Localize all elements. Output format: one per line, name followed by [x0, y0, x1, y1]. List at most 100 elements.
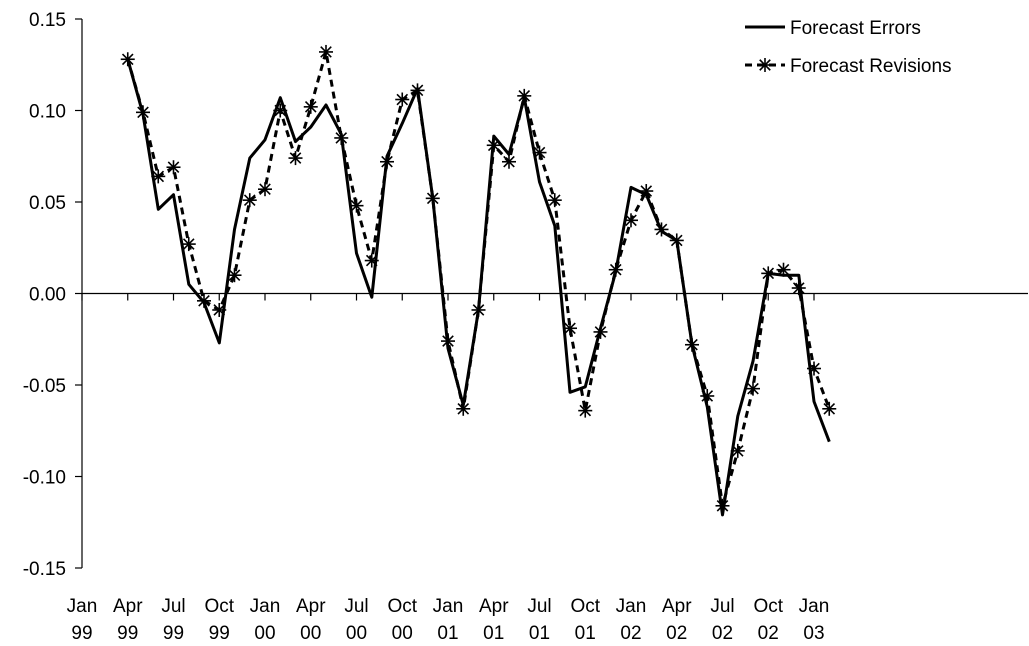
y-tick-label: 0.10 — [29, 102, 66, 123]
x-tick-label-month: Jul — [161, 596, 185, 617]
data-point-star — [471, 302, 486, 317]
star-stroke — [411, 84, 424, 97]
series-markers-forecast-revisions — [120, 44, 837, 513]
star-stroke — [564, 322, 576, 335]
data-point-star — [639, 184, 654, 199]
star-stroke — [152, 170, 165, 183]
data-point-star — [425, 191, 440, 206]
y-axis: 0.15 0.10 0.05 0.00 -0.05 -0.10 -0.15 — [23, 10, 83, 580]
x-tick-label-month: Oct — [753, 596, 783, 617]
y-tick-label: -0.10 — [23, 468, 66, 489]
star-stroke — [487, 139, 500, 152]
data-point-star — [715, 498, 730, 513]
star-stroke — [701, 390, 714, 402]
x-tick-label-month: Oct — [570, 596, 600, 617]
x-tick-label-month: Apr — [113, 596, 143, 617]
x-tick-label-year: 99 — [117, 623, 138, 644]
star-stroke — [335, 132, 348, 144]
star-stroke — [365, 254, 378, 267]
x-axis: Jan 99 Apr 99 Jul 99 Oct 99 Jan 00 Apr 00 Jul 00 Oct 00… — [67, 292, 1028, 644]
star-stroke — [716, 499, 729, 512]
x-tick-label-year: 02 — [666, 623, 687, 644]
legend-label: Forecast Errors — [790, 18, 921, 39]
data-point-star — [410, 83, 425, 98]
x-tick-label-year: 01 — [575, 623, 596, 644]
star-stroke — [350, 199, 363, 212]
data-point-star — [319, 44, 333, 59]
data-point-star — [456, 401, 471, 416]
series-layer — [120, 44, 837, 517]
star-stroke — [182, 238, 195, 250]
data-point-star — [685, 337, 699, 352]
star-stroke — [759, 59, 771, 71]
x-tick-label-year: 03 — [803, 623, 824, 644]
x-tick-label-year: 02 — [758, 623, 779, 644]
data-point-star — [303, 99, 318, 114]
x-tick-label-month: Oct — [204, 596, 234, 617]
x-tick-label-month: Jul — [344, 596, 368, 617]
x-tick-label-year: 00 — [254, 623, 275, 644]
star-stroke — [426, 192, 439, 205]
star-stroke — [808, 362, 820, 375]
star-stroke — [228, 269, 241, 282]
star-stroke — [548, 194, 561, 206]
x-tick-label-month: Apr — [662, 596, 692, 617]
star-stroke — [121, 53, 134, 66]
data-point-star — [776, 262, 791, 277]
star-stroke — [518, 90, 531, 102]
data-point-star — [593, 324, 608, 339]
data-point-star — [288, 151, 303, 166]
x-tick-label-month: Jul — [710, 596, 734, 617]
data-point-star — [730, 443, 745, 458]
star-stroke — [686, 338, 698, 351]
x-tick-label-month: Jan — [250, 596, 281, 617]
x-tick-label-year: 02 — [620, 623, 641, 644]
data-point-star — [273, 103, 288, 118]
star-stroke — [579, 404, 592, 417]
star-stroke — [274, 104, 287, 117]
x-tick-label-year: 99 — [71, 623, 92, 644]
star-stroke — [442, 335, 454, 347]
star-stroke — [320, 46, 332, 58]
star-stroke — [762, 267, 775, 280]
data-point-star — [654, 222, 669, 237]
star-stroke — [625, 214, 637, 227]
star-stroke — [472, 304, 485, 316]
x-tick-label-year: 00 — [392, 623, 413, 644]
data-point-star — [212, 302, 227, 317]
data-point-star — [486, 138, 501, 153]
data-point-star — [334, 130, 349, 145]
y-tick-label: 0.00 — [29, 285, 66, 306]
star-stroke — [655, 223, 668, 236]
legend-item: Forecast Errors — [745, 18, 921, 39]
x-tick-label-month: Oct — [387, 596, 417, 617]
star-stroke — [640, 185, 653, 197]
x-tick-label-year: 01 — [483, 623, 504, 644]
star-stroke — [533, 146, 546, 159]
star-stroke — [198, 295, 210, 307]
data-point-star — [822, 401, 837, 416]
data-point-star — [624, 213, 638, 228]
legend-label: Forecast Revisions — [790, 56, 952, 77]
data-point-star — [547, 193, 562, 208]
data-point-star — [380, 154, 394, 169]
data-point-star — [758, 58, 772, 72]
star-stroke — [609, 263, 622, 276]
data-point-star — [349, 198, 364, 213]
data-point-star — [395, 92, 410, 107]
x-tick-label-month: Apr — [479, 596, 509, 617]
data-point-star — [166, 160, 181, 175]
y-tick-label: -0.05 — [23, 376, 66, 397]
star-stroke — [594, 326, 607, 338]
x-tick-label-year: 99 — [209, 623, 230, 644]
data-point-star — [502, 154, 516, 169]
data-point-star — [532, 145, 547, 160]
y-tick-label: -0.15 — [23, 559, 66, 580]
x-tick-label-year: 00 — [346, 623, 367, 644]
series-line-forecast-revisions — [126, 50, 831, 508]
data-point-star — [608, 262, 623, 277]
data-point-star — [791, 281, 806, 296]
x-tick-label-year: 99 — [163, 623, 184, 644]
x-tick-label-month: Jan — [67, 596, 98, 617]
star-stroke — [381, 155, 393, 168]
